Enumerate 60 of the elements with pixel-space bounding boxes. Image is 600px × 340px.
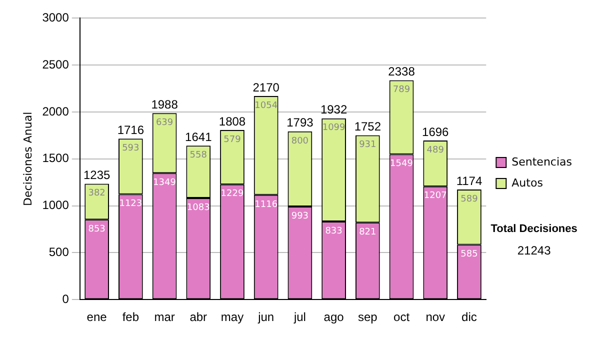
data-label: 489: [426, 145, 444, 156]
data-label: 589: [460, 194, 478, 204]
data-label: 789: [392, 85, 410, 96]
y-tick-label: 0: [62, 292, 70, 306]
legend-label: Autos: [512, 176, 544, 190]
x-tick-label: jul: [292, 310, 306, 324]
y-tick-label: 2500: [42, 57, 70, 72]
data-label: 833: [325, 226, 342, 236]
data-label: 931: [359, 140, 376, 150]
x-tick-label: jun: [257, 310, 274, 324]
data-label: 1549: [390, 159, 414, 170]
y-tick-label: 1000: [42, 198, 70, 212]
text: 21243: [517, 243, 552, 258]
data-label: 585: [460, 250, 478, 260]
total-label: 1696: [422, 124, 450, 139]
total-label: 1235: [83, 168, 110, 182]
data-label: 821: [359, 227, 376, 238]
y-axis-title: Decisiones Anual: [21, 112, 34, 206]
x-tick-label: feb: [122, 310, 140, 324]
y-tick-label: 2000: [42, 104, 70, 118]
data-label: 1207: [424, 191, 447, 202]
data-label: 853: [88, 224, 106, 234]
data-label: 993: [291, 211, 309, 222]
y-tick-label: 500: [48, 245, 70, 260]
data-label: 593: [122, 143, 140, 154]
data-label: 1349: [153, 178, 176, 188]
data-label: 1054: [254, 100, 278, 111]
total-label: 1716: [117, 122, 144, 137]
x-tick-label: sep: [358, 310, 378, 324]
total-label: 1752: [354, 120, 382, 134]
data-label: 1083: [186, 202, 210, 213]
y-tick-label: 3000: [42, 10, 70, 25]
data-label: 1123: [119, 199, 142, 210]
x-tick-label: mar: [154, 310, 175, 324]
data-label: 1116: [254, 200, 278, 210]
total-label: 2170: [252, 80, 280, 94]
data-label: 639: [156, 118, 174, 128]
data-label: 800: [291, 136, 309, 146]
data-label: 579: [224, 134, 242, 145]
data-label: 1229: [220, 189, 244, 200]
total-label: 1988: [151, 97, 178, 112]
total-label: 1793: [286, 116, 314, 130]
x-tick-label: dic: [462, 310, 477, 324]
x-tick-label: nov: [426, 310, 446, 324]
total-label: 1641: [185, 130, 212, 144]
total-label: 1808: [218, 114, 246, 128]
data-label: 1099: [322, 123, 346, 134]
total-label: 1174: [456, 174, 482, 188]
x-tick-label: oct: [394, 310, 410, 324]
data-label: 558: [190, 150, 208, 161]
text: Total Decisiones: [490, 223, 578, 236]
total-label: 2338: [388, 64, 416, 79]
x-tick-label: abr: [190, 310, 208, 324]
total-label: 1932: [320, 102, 348, 117]
x-tick-label: ene: [86, 310, 108, 324]
legend-label: Sentencias: [512, 155, 572, 168]
data-label: 382: [88, 188, 106, 199]
y-tick-label: 1500: [42, 151, 70, 166]
x-tick-label: ago: [324, 310, 344, 324]
x-tick-label: may: [220, 310, 244, 324]
